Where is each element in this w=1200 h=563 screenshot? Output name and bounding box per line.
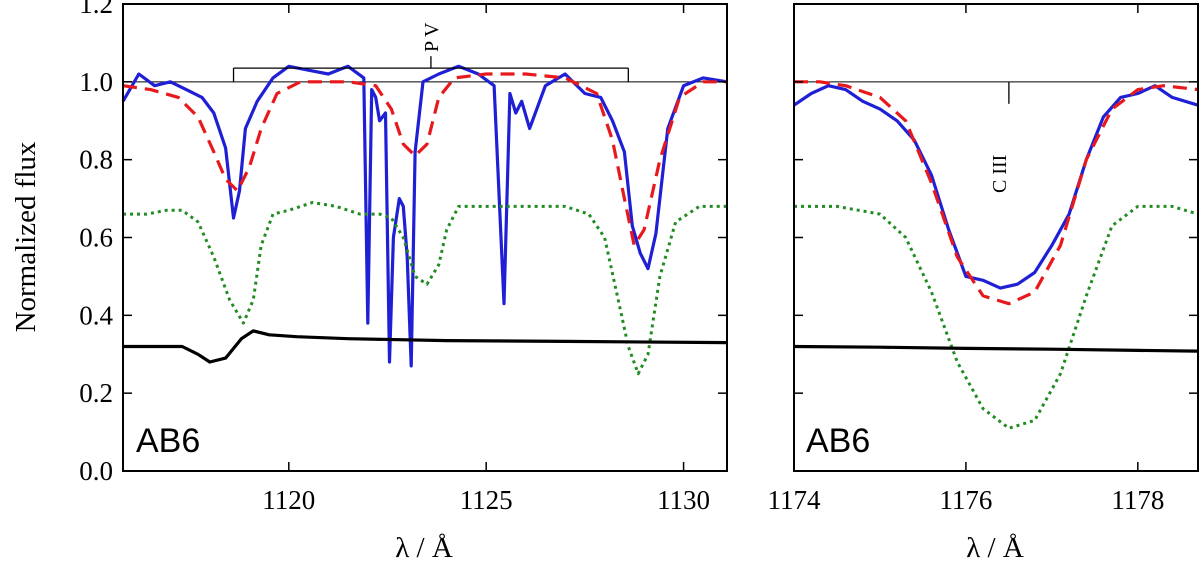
x-tick-label: 1130	[657, 485, 710, 515]
x-tick-label: 1120	[262, 485, 315, 515]
y-tick-label: 0.0	[79, 456, 113, 486]
x-axis-title-left: λ / Å	[395, 532, 453, 563]
series-right-3	[793, 344, 1199, 353]
y-tick-label: 1.0	[79, 67, 113, 97]
series-right-1	[794, 80, 1199, 306]
series-left-3	[123, 329, 728, 364]
x-tick-label: 1125	[460, 485, 513, 515]
x-tick-label: 1178	[1111, 485, 1164, 515]
line-id-pv: P V	[421, 22, 443, 52]
plot-frame-right	[793, 3, 1199, 472]
series-left-1	[122, 72, 727, 247]
panel-left: 0.0 0.2 0.4 0.6 0.8 1.0 1.2 1120 1125 1130	[79, 0, 728, 515]
series-left-2	[123, 201, 727, 376]
y-tick-label: 0.6	[79, 223, 113, 253]
x-tick-label: 1176	[939, 485, 992, 515]
panel-right: 1174 1176 1178	[768, 3, 1199, 515]
y-axis-title: Normalized flux	[10, 141, 42, 332]
y-tick-label: 0.4	[79, 300, 113, 330]
line-id-ciii: C III	[989, 155, 1011, 193]
series-left-0	[121, 64, 728, 368]
panel-label-right: AB6	[806, 422, 870, 460]
y-tick-label: 1.2	[79, 0, 113, 19]
x-tick-label: 1174	[768, 485, 821, 515]
x-axis-title-right: λ / Å	[966, 532, 1024, 563]
y-tick-label: 0.8	[79, 145, 113, 175]
panel-label-left: AB6	[136, 422, 200, 460]
series-right-2	[794, 204, 1199, 430]
y-tick-label: 0.2	[79, 378, 113, 408]
series-right-0	[793, 84, 1199, 290]
